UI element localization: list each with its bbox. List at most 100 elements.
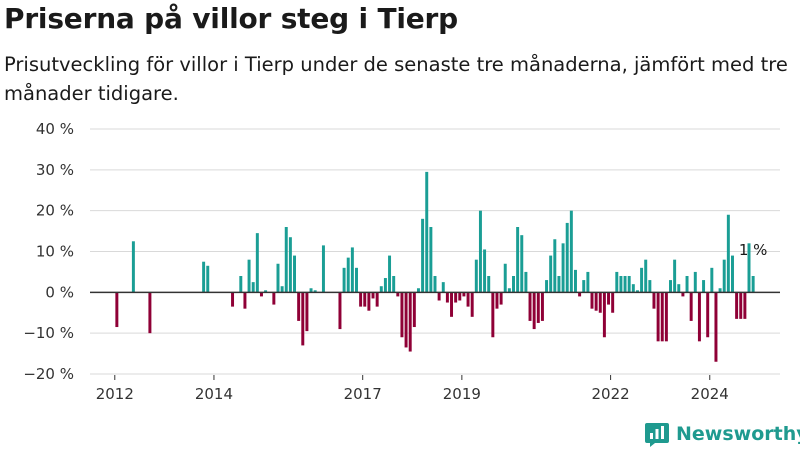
bar	[359, 292, 363, 307]
last-value-label: 1 %	[739, 241, 768, 259]
bar	[664, 292, 668, 342]
bar	[445, 292, 449, 303]
bar	[441, 282, 445, 293]
bar	[404, 292, 408, 348]
bar	[433, 276, 437, 293]
bar	[669, 280, 672, 293]
bar	[693, 271, 697, 293]
chart-title: Priserna på villor steg i Tierp	[4, 2, 459, 35]
bar	[735, 292, 739, 319]
chart-subtitle: Prisutveckling för villor i Tierp under …	[4, 53, 788, 105]
y-tick-label: 40 %	[36, 120, 74, 138]
bar	[499, 292, 503, 305]
bar	[416, 288, 420, 293]
bar	[284, 227, 288, 293]
bar	[425, 171, 429, 293]
bar	[573, 269, 577, 293]
bar	[462, 292, 466, 297]
bar	[392, 276, 396, 293]
bar	[429, 227, 433, 293]
bar	[388, 255, 392, 293]
y-tick-label: 10 %	[36, 243, 74, 261]
bar	[607, 292, 611, 305]
bar	[557, 276, 561, 293]
y-tick-label: −20 %	[23, 365, 74, 383]
bar	[590, 292, 594, 309]
bar	[309, 288, 313, 293]
bar	[743, 292, 747, 319]
bar	[255, 233, 259, 293]
y-tick-label: 20 %	[36, 202, 74, 220]
bar	[305, 292, 309, 332]
bar	[478, 210, 482, 293]
bar	[520, 235, 524, 293]
bar	[540, 292, 544, 321]
x-tick-label: 2012	[96, 385, 134, 403]
x-tick-label: 2024	[691, 385, 729, 403]
bar	[412, 292, 416, 328]
bars	[115, 171, 755, 362]
bar	[611, 292, 615, 313]
bar	[495, 292, 499, 309]
bar	[421, 218, 425, 293]
y-axis-labels: 40 % 30 % 20 % 10 % 0 % −10 % −20 %	[23, 120, 74, 383]
bar	[503, 263, 507, 293]
bar	[615, 271, 619, 293]
bar	[714, 292, 718, 362]
bar	[251, 282, 255, 293]
bar	[710, 267, 714, 293]
bar	[532, 292, 536, 330]
bar	[350, 247, 354, 293]
bar	[640, 267, 644, 293]
bar	[321, 245, 325, 293]
bar	[458, 292, 462, 301]
x-tick-label: 2014	[195, 385, 233, 403]
bar	[726, 214, 730, 293]
bar	[470, 292, 474, 317]
bar	[681, 292, 685, 297]
bar	[148, 292, 152, 334]
bar	[367, 292, 371, 311]
x-axis: 2012 2014 2017 2019 2022 2024	[96, 375, 729, 403]
bar	[408, 292, 412, 352]
bar	[243, 292, 247, 309]
x-tick-label: 2017	[344, 385, 382, 403]
y-tick-label: 0 %	[45, 283, 74, 301]
bar	[635, 290, 639, 293]
bar	[673, 259, 677, 293]
bar	[450, 292, 454, 317]
bar	[652, 292, 656, 309]
bar	[536, 292, 540, 323]
bar	[598, 292, 602, 313]
bar	[338, 292, 342, 330]
bar	[363, 292, 367, 307]
bar	[342, 267, 346, 293]
bar	[264, 290, 268, 293]
x-tick-label: 2022	[592, 385, 630, 403]
x-tick-label: 2019	[443, 385, 481, 403]
bar	[202, 261, 206, 293]
bar	[545, 280, 549, 293]
bar	[280, 286, 284, 293]
bar	[631, 284, 635, 293]
bar	[677, 284, 681, 293]
bar	[437, 292, 441, 301]
bar	[706, 292, 710, 338]
bar	[239, 276, 243, 293]
bar	[627, 276, 631, 293]
bar	[549, 255, 553, 293]
bar	[276, 263, 280, 293]
bar	[656, 292, 660, 342]
bar	[313, 290, 317, 293]
bar	[524, 271, 528, 293]
bar	[553, 239, 557, 293]
brand: Newsworthy	[644, 420, 800, 448]
bar	[466, 292, 470, 307]
bar	[301, 292, 305, 346]
bar	[528, 292, 532, 321]
brand-name: Newsworthy	[676, 423, 800, 445]
bar	[619, 276, 623, 293]
bar	[259, 292, 263, 297]
bar	[491, 292, 495, 338]
